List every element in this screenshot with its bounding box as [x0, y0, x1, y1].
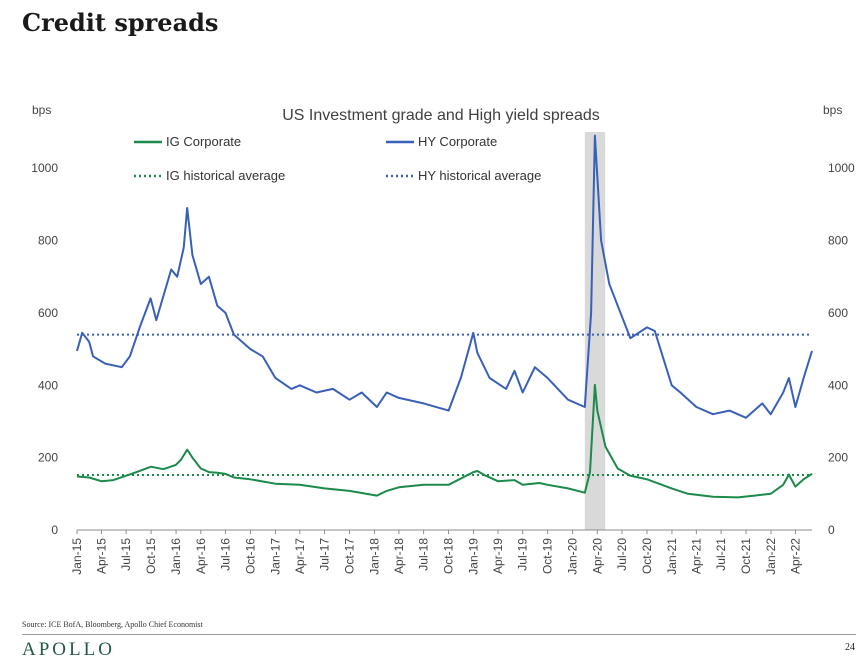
- x-tick-label: Apr-17: [293, 538, 307, 574]
- x-tick-label: Jan-19: [467, 538, 481, 575]
- legend-label-hy-historical-average: HY historical average: [418, 168, 541, 183]
- x-tick-label: Apr-19: [491, 538, 505, 574]
- chart-title: US Investment grade and High yield sprea…: [282, 107, 600, 124]
- x-tick-label: Oct-20: [640, 538, 654, 574]
- y-tick-label-left: 1000: [31, 161, 58, 175]
- x-tick-label: Jul-21: [714, 538, 728, 571]
- x-tick-label: Apr-15: [94, 538, 108, 574]
- x-tick-label: Oct-15: [144, 538, 158, 574]
- x-tick-label: Oct-19: [541, 538, 555, 574]
- source-note: Source: ICE BofA, Bloomberg, Apollo Chie…: [22, 620, 203, 629]
- x-tick-label: Oct-16: [243, 538, 257, 574]
- x-tick-label: Jul-16: [218, 538, 232, 571]
- x-tick-label: Oct-21: [739, 538, 753, 574]
- x-tick-label: Jan-20: [566, 538, 580, 575]
- y-tick-label-right: 600: [828, 306, 848, 320]
- y-tick-label-right: 0: [828, 523, 835, 537]
- y-tick-label-left: 400: [38, 378, 58, 392]
- slide-title: Credit spreads: [22, 8, 219, 37]
- recession-shading: [584, 132, 606, 530]
- x-tick-label: Jul-17: [318, 538, 332, 571]
- legend-label-ig-historical-average: IG historical average: [166, 168, 285, 183]
- y-tick-label-right: 1000: [828, 161, 855, 175]
- y-axis-label-left: bps: [32, 103, 51, 117]
- x-tick-label: Jul-19: [516, 538, 530, 571]
- x-tick-label: Jan-21: [665, 538, 679, 575]
- y-tick-label-right: 800: [828, 234, 848, 248]
- x-tick-label: Apr-20: [590, 538, 604, 574]
- x-tick-label: Jul-18: [417, 538, 431, 571]
- x-tick-label: Oct-17: [343, 538, 357, 574]
- x-tick-label: Jan-15: [70, 538, 84, 575]
- y-tick-label-left: 800: [38, 234, 58, 248]
- brand-logo: APOLLO: [22, 639, 115, 660]
- x-tick-label: Jan-18: [367, 538, 381, 575]
- y-tick-label-left: 0: [51, 523, 58, 537]
- y-tick-label-right: 400: [828, 378, 848, 392]
- y-tick-label-left: 600: [38, 306, 58, 320]
- x-tick-label: Apr-21: [689, 538, 703, 574]
- x-tick-label: Jan-16: [169, 538, 183, 575]
- x-tick-label: Jul-15: [119, 538, 133, 571]
- x-tick-label: Jul-20: [615, 538, 629, 571]
- x-tick-label: Jan-17: [268, 538, 282, 575]
- x-tick-label: Jan-22: [764, 538, 778, 575]
- x-tick-label: Oct-18: [442, 538, 456, 574]
- x-tick-label: Apr-22: [788, 538, 802, 574]
- legend-label-hy-corporate: HY Corporate: [418, 134, 497, 149]
- x-tick-label: Apr-18: [392, 538, 406, 574]
- legend-label-ig-corporate: IG Corporate: [166, 134, 241, 149]
- ig-corporate-line: [76, 383, 813, 499]
- y-tick-label-left: 200: [38, 451, 58, 465]
- y-axis-label-right: bps: [823, 103, 842, 117]
- y-tick-label-right: 200: [828, 451, 848, 465]
- x-tick-label: Apr-16: [194, 538, 208, 574]
- page-number: 24: [845, 642, 855, 653]
- hy-corporate-line: [76, 134, 813, 419]
- footer-divider: [22, 634, 856, 635]
